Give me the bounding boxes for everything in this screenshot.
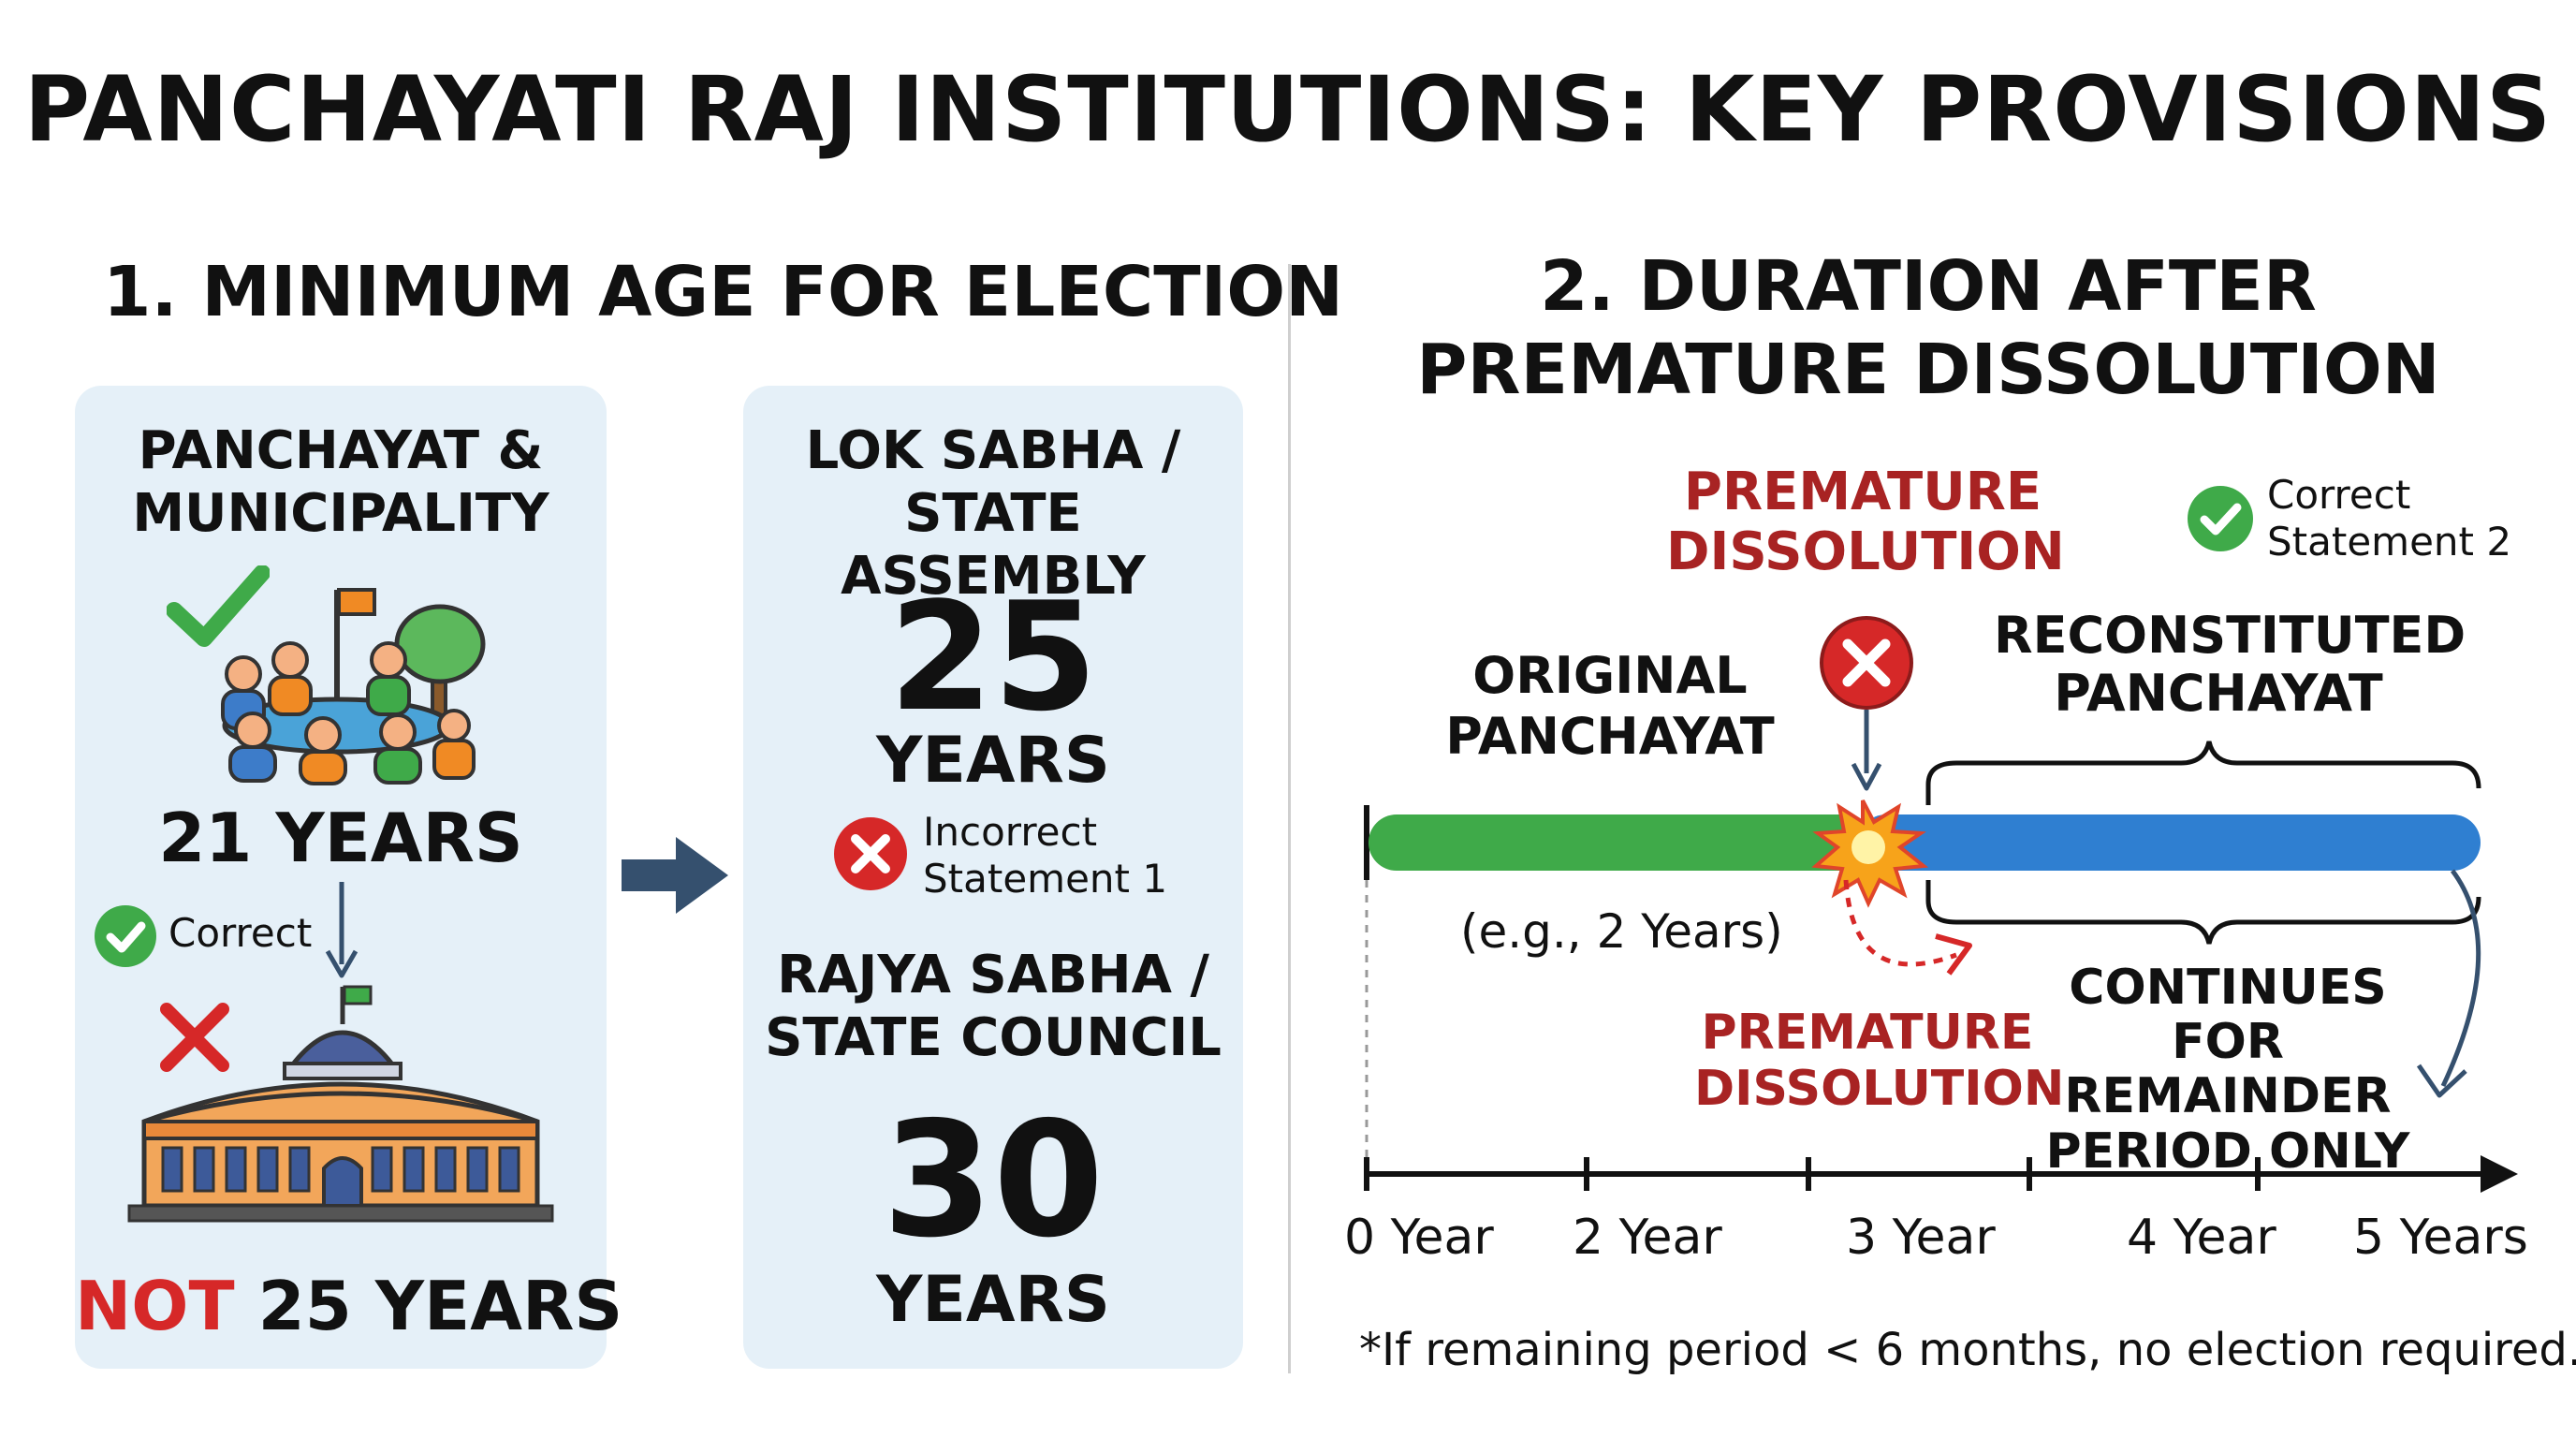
panchayat-heading-line2: MUNICIPALITY	[132, 483, 549, 545]
tick-label-5: 5 Years	[2353, 1210, 2528, 1266]
section2-heading-line1: 2. DURATION AFTER	[1540, 246, 2317, 327]
original-period-bar	[1368, 814, 1874, 871]
footnote: *If remaining period < 6 months, no elec…	[1359, 1324, 2576, 1376]
premature-top-line1: PREMATURE	[1683, 462, 2042, 522]
not-rest: 25 YEARS	[234, 1267, 623, 1345]
reconstituted-period-bar	[1858, 814, 2481, 871]
check-mark-icon	[167, 565, 270, 647]
panchayat-card-heading: PANCHAYAT & MUNICIPALITY	[75, 419, 607, 545]
continues-line1: CONTINUES FOR	[2069, 960, 2387, 1071]
axis-ticks	[1364, 1157, 2261, 1191]
section2-heading-line2: PREMATURE DISSOLUTION	[1416, 329, 2440, 410]
incorrect-x-icon	[834, 817, 907, 890]
reconstituted-line1: RECONSTITUTED	[1994, 606, 2466, 665]
correct-label: Correct	[168, 910, 313, 956]
premature-top-line2: DISSOLUTION	[1666, 521, 2065, 583]
original-line2: PANCHAYAT	[1445, 706, 1775, 766]
down-arrow-icon	[325, 882, 359, 978]
correct-statement-2-label: Correct Statement 2	[2267, 472, 2511, 566]
reconstituted-panchayat-label: RECONSTITUTED PANCHAYAT	[1994, 606, 2466, 724]
correct-statement-check-icon	[2188, 486, 2253, 551]
reconstituted-line2: PANCHAYAT	[2054, 664, 2383, 724]
rajya-age-number: 30	[882, 1088, 1105, 1273]
parliament-card	[743, 386, 1243, 1369]
not-25-years: NOT 25 YEARS	[75, 1267, 622, 1345]
tick-label-4: 4 Year	[2127, 1210, 2276, 1266]
original-panchayat-label: ORIGINAL PANCHAYAT	[1423, 646, 1797, 768]
tick-label-0: 0 Year	[1344, 1210, 1494, 1266]
lok-heading-line1: LOK SABHA /	[805, 420, 1181, 481]
lok-sabha-heading: LOK SABHA / STATE ASSEMBLY	[743, 419, 1243, 609]
panchayat-heading-line1: PANCHAYAT &	[138, 420, 544, 481]
correct2-line1: Correct	[2267, 472, 2411, 518]
rajya-sabha-heading: RAJYA SABHA / STATE COUNCIL	[743, 944, 1243, 1069]
continues-line2: REMAINDER	[2064, 1068, 2392, 1125]
premature-dissolution-bottom-label: PREMATURE DISSOLUTION	[1694, 1005, 2065, 1118]
lok-age-number: 25	[888, 569, 1098, 744]
premature-dissolution-top-label: PREMATURE DISSOLUTION	[1666, 462, 2065, 583]
continues-line3: PERIOD ONLY	[2045, 1123, 2410, 1180]
top-brace	[1925, 741, 2481, 805]
incorrect-line1: Incorrect	[923, 809, 1098, 855]
incorrect-line2: Statement 1	[923, 856, 1168, 902]
original-line1: ORIGINAL	[1472, 646, 1748, 705]
panchayat-age: 21 YEARS	[158, 799, 523, 877]
tick-label-2: 2 Year	[1573, 1210, 1722, 1266]
burst-core	[1852, 830, 1885, 864]
continues-arrow	[2440, 869, 2481, 1088]
section1-heading: 1. MINIMUM AGE FOR ELECTION	[103, 252, 1344, 332]
parliament-building-icon	[127, 985, 554, 1223]
right-arrow-icon	[622, 837, 728, 914]
not-word: NOT	[75, 1267, 235, 1345]
incorrect-statement-label: Incorrect Statement 1	[923, 809, 1167, 903]
lok-age-unit: YEARS	[876, 724, 1110, 798]
correct2-line2: Statement 2	[2267, 519, 2512, 565]
section-divider	[1288, 264, 1291, 1373]
rajya-age-unit: YEARS	[876, 1263, 1110, 1337]
lok-heading-line2: STATE ASSEMBLY	[841, 483, 1146, 608]
village-meeting-icon	[221, 588, 486, 785]
rajya-heading-line2: STATE COUNCIL	[765, 1007, 1222, 1069]
page-title: PANCHAYATI RAJ INSTITUTIONS: KEY PROVISI…	[23, 57, 2553, 162]
rajya-heading-line1: RAJYA SABHA /	[777, 945, 1209, 1005]
bottom-brace	[1925, 880, 2481, 945]
premature-bottom-line2: DISSOLUTION	[1694, 1060, 2065, 1117]
premature-bottom-line1: PREMATURE	[1701, 1005, 2034, 1061]
dissolution-dashed-arrow	[1843, 879, 1957, 967]
tick-label-3: 3 Year	[1846, 1210, 1996, 1266]
red-cross-icon	[160, 1003, 229, 1072]
correct-check-icon	[95, 905, 156, 967]
continues-remainder-label: CONTINUES FOR REMAINDER PERIOD ONLY	[2012, 961, 2443, 1179]
example-duration-label: (e.g., 2 Years)	[1460, 904, 1783, 959]
section2-heading: 2. DURATION AFTER PREMATURE DISSOLUTION	[1329, 245, 2527, 412]
